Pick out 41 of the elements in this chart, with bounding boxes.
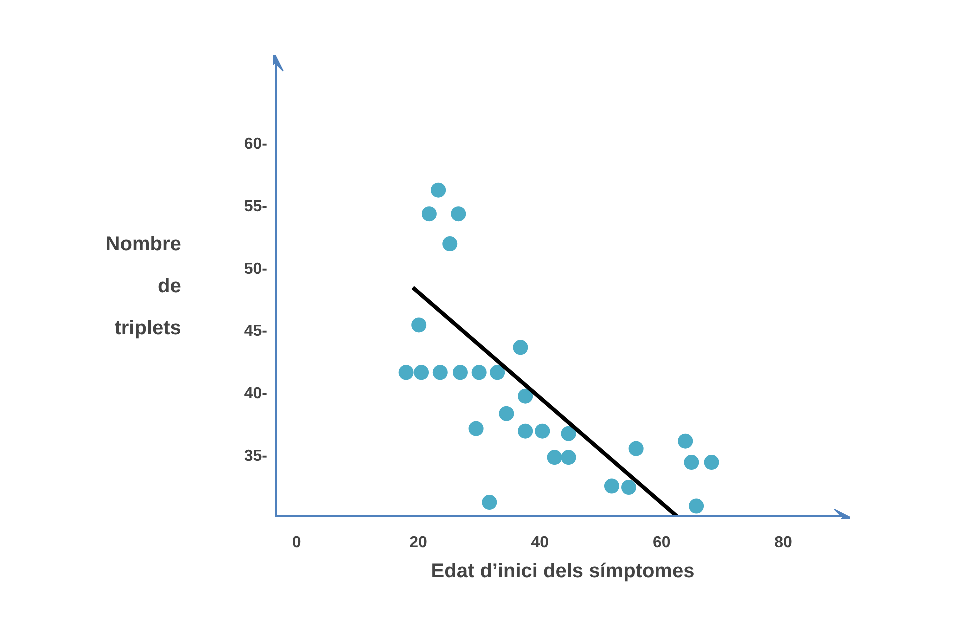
point: [689, 498, 704, 514]
point: [622, 480, 637, 496]
y-tick-label: 45-: [244, 323, 268, 340]
point: [561, 426, 576, 442]
point: [422, 206, 437, 222]
point: [398, 365, 414, 380]
point: [513, 340, 528, 356]
point: [490, 365, 506, 380]
point: [547, 450, 562, 466]
point: [431, 182, 446, 198]
point: [482, 495, 498, 510]
point: [468, 421, 484, 436]
point: [442, 236, 458, 252]
y-tick-label: 40-: [244, 386, 268, 403]
point: [412, 318, 427, 333]
point: [604, 478, 620, 494]
x-tick-label: 20: [410, 534, 428, 552]
point: [561, 450, 576, 466]
y-tick-label: 60-: [244, 136, 268, 153]
x-tick-label: 60: [652, 534, 671, 552]
point: [518, 388, 534, 404]
y-axis-title: Nombre de triplets: [106, 234, 182, 340]
y-tick-label: 50-: [244, 260, 268, 278]
x-tick-label: 40: [531, 534, 550, 552]
point: [518, 424, 534, 439]
point: [472, 365, 487, 380]
y-tick-label: 35-: [244, 448, 268, 466]
point: [535, 424, 550, 439]
x-tick-label: 80: [774, 534, 793, 552]
point: [628, 441, 644, 456]
point: [678, 434, 694, 449]
x-tick-label: 0: [292, 534, 302, 552]
point: [704, 455, 720, 470]
point: [451, 206, 466, 222]
point: [432, 365, 448, 380]
x-axis-title: Edat d’inici dels símptomes: [431, 560, 695, 582]
y-tick-label: 55-: [244, 198, 268, 216]
point: [684, 455, 700, 470]
point: [499, 406, 514, 422]
point: [414, 365, 430, 380]
point: [452, 365, 468, 380]
